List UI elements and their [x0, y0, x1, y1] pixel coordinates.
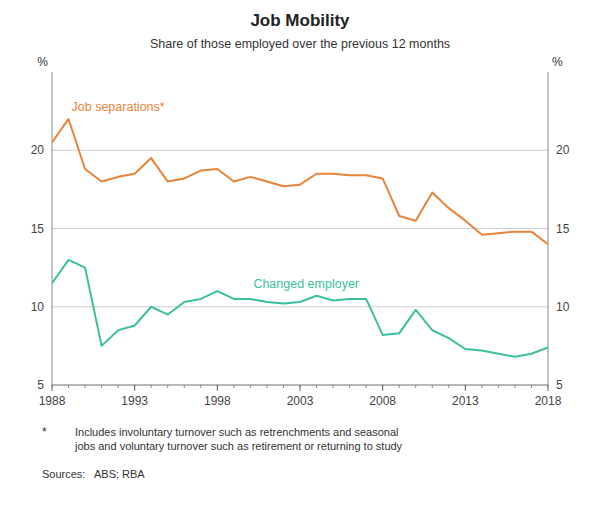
y2-tick-label: 5	[556, 378, 563, 392]
x-tick-label: 2008	[369, 394, 396, 408]
subtitle: Share of those employed over the previou…	[150, 37, 450, 51]
y-axis-line	[52, 72, 53, 385]
x-minor-tick	[481, 385, 482, 388]
x-tick	[548, 385, 549, 391]
x-tick	[217, 385, 218, 391]
x-tick-label: 1993	[121, 394, 148, 408]
y-tick-label: 15	[31, 222, 45, 236]
y2-tick-label: 15	[556, 222, 570, 236]
x-minor-tick	[184, 385, 185, 388]
x-tick-label: 2018	[535, 394, 562, 408]
y-tick-label: 5	[37, 378, 44, 392]
x-minor-tick	[233, 385, 234, 388]
x-minor-tick	[101, 385, 102, 388]
series-line	[52, 119, 548, 244]
x-minor-tick	[200, 385, 201, 388]
x-minor-tick	[366, 385, 367, 388]
y2-tick-label: 20	[556, 143, 570, 157]
x-tick	[52, 385, 53, 391]
x-minor-tick	[250, 385, 251, 388]
x-minor-tick	[68, 385, 69, 388]
x-minor-tick	[316, 385, 317, 388]
x-tick	[382, 385, 383, 391]
x-minor-tick	[167, 385, 168, 388]
footnote-line: Includes involuntary turnover such as re…	[75, 426, 398, 438]
series-lines	[52, 119, 548, 357]
x-minor-tick	[151, 385, 152, 388]
x-minor-tick	[283, 385, 284, 388]
x-minor-tick	[333, 385, 334, 388]
x-minor-tick	[266, 385, 267, 388]
x-tick-label: 2003	[287, 394, 314, 408]
grid-line	[52, 306, 548, 307]
x-tick	[134, 385, 135, 391]
chart: Job Mobility Share of those employed over…	[0, 0, 600, 505]
y2-tick-label: 10	[556, 300, 570, 314]
x-minor-tick	[432, 385, 433, 388]
x-minor-tick	[448, 385, 449, 388]
footnote-line: jobs and voluntary turnover such as reti…	[74, 440, 403, 452]
footnote: Includes involuntary turnover such as re…	[74, 426, 403, 452]
y2-axis-line	[548, 72, 549, 385]
x-minor-tick	[85, 385, 86, 388]
footnote-marker: *	[42, 425, 47, 439]
grid-line	[52, 150, 548, 151]
x-tick	[465, 385, 466, 391]
x-tick-label: 2013	[452, 394, 479, 408]
x-minor-tick	[399, 385, 400, 388]
x-minor-tick	[498, 385, 499, 388]
y2-axis-label: %	[552, 55, 563, 69]
x-minor-tick	[118, 385, 119, 388]
sources: Sources: ABS; RBA	[42, 468, 145, 480]
y-tick-label: 10	[31, 300, 45, 314]
series-label: Job separations*	[72, 100, 165, 114]
y-tick-label: 20	[31, 143, 45, 157]
y-axis-label: %	[37, 55, 48, 69]
x-tick	[300, 385, 301, 391]
x-tick-label: 1988	[39, 394, 66, 408]
x-minor-tick	[415, 385, 416, 388]
x-tick-label: 1998	[204, 394, 231, 408]
x-minor-tick	[531, 385, 532, 388]
title: Job Mobility	[250, 11, 350, 30]
x-minor-tick	[349, 385, 350, 388]
x-minor-tick	[514, 385, 515, 388]
series-line	[52, 260, 548, 357]
series-label: Changed employer	[253, 277, 359, 291]
